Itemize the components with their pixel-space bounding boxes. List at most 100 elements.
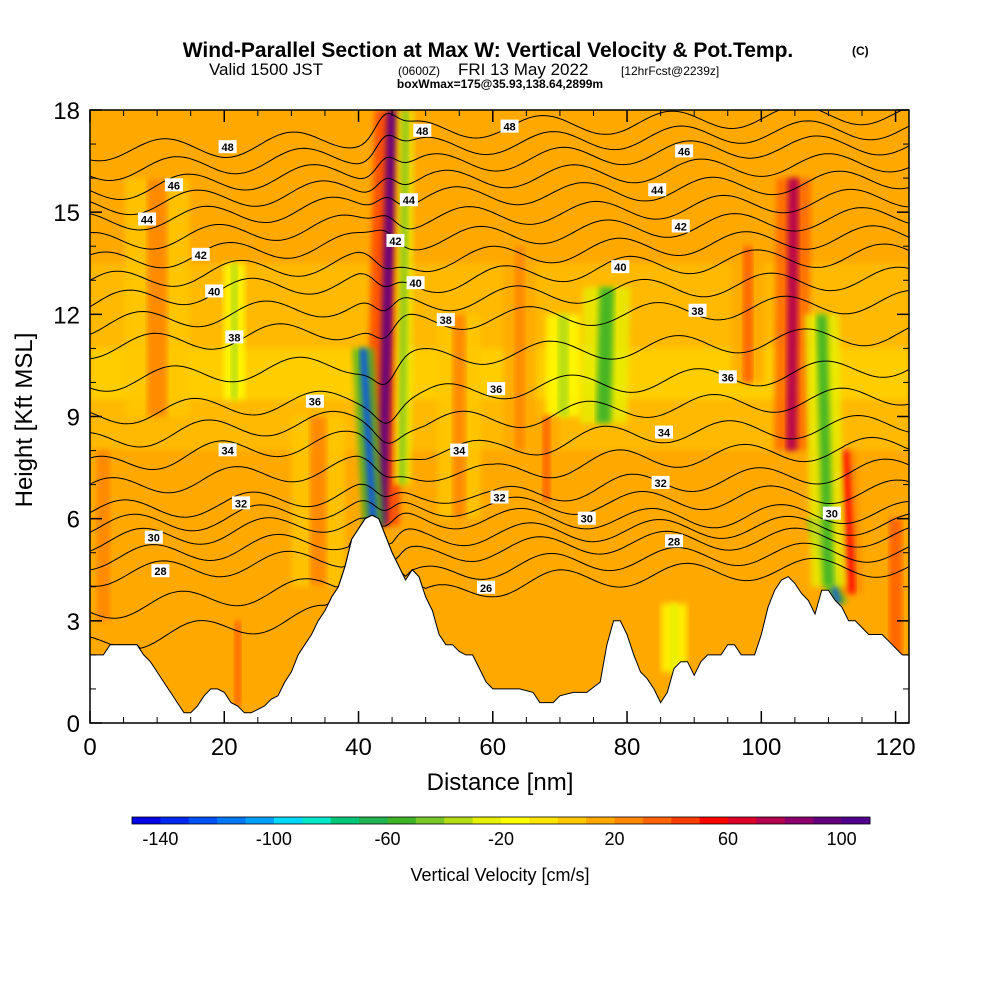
colorbar-tick-label: -100 xyxy=(256,829,292,849)
theta-contour-label: 34 xyxy=(654,425,673,440)
theta-label-box xyxy=(225,330,244,344)
theta-label-text: 42 xyxy=(389,236,401,248)
velocity-feature-core xyxy=(309,416,327,587)
theta-label-box xyxy=(205,284,224,298)
theta-label-text: 34 xyxy=(453,446,466,458)
subtitle-valid: Valid 1500 JST xyxy=(209,60,323,79)
theta-label-box xyxy=(651,475,670,489)
theta-contour-minor xyxy=(90,436,909,494)
theta-contour xyxy=(90,243,909,308)
theta-contour-label: 34 xyxy=(218,443,237,457)
theta-contour-label: 34 xyxy=(450,443,469,458)
theta-contour xyxy=(90,360,909,425)
theta-label-box xyxy=(675,144,694,158)
theta-label-text: 28 xyxy=(154,566,166,578)
theta-label-box xyxy=(477,580,496,594)
x-tick-label: 100 xyxy=(741,734,781,761)
theta-contour-label: 40 xyxy=(406,276,425,290)
velocity-feature-core xyxy=(542,416,551,502)
theta-contour-label: 40 xyxy=(205,284,224,299)
colorbar-swatch xyxy=(415,817,445,824)
theta-label-box xyxy=(665,534,684,548)
colorbar-swatch xyxy=(586,817,616,824)
theta-label-box xyxy=(436,313,455,327)
theta-contour-label: 32 xyxy=(490,490,509,505)
x-tick-label: 0 xyxy=(83,734,96,761)
theta-label-box xyxy=(218,140,237,154)
theta-contour-label: 28 xyxy=(665,534,684,548)
colorbar-ticks: -140 -100 -60 -20 20 60 100 xyxy=(142,829,856,849)
colorbar-swatch xyxy=(217,817,247,824)
theta-contour-label: 38 xyxy=(688,303,707,318)
theta-contour-label: 26 xyxy=(477,580,496,595)
theta-contour-minor xyxy=(90,225,909,287)
theta-contour-label: 36 xyxy=(718,370,737,384)
theta-contour-label: 38 xyxy=(436,313,455,327)
y-tick-label: 6 xyxy=(67,507,80,534)
theta-contour-label: 48 xyxy=(413,123,432,138)
velocity-feature-core xyxy=(888,518,903,655)
theta-label-box xyxy=(648,183,667,197)
theta-label-box xyxy=(611,260,630,274)
colorbar-swatch xyxy=(784,817,814,824)
theta-contour-label: 40 xyxy=(611,260,630,274)
theta-contour-label: 44 xyxy=(399,193,418,207)
x-axis-label: Distance [nm] xyxy=(427,769,574,796)
theta-label-box xyxy=(386,233,405,247)
theta-contour-label: 28 xyxy=(151,564,170,578)
theta-label-box xyxy=(450,443,469,457)
theta-label-box xyxy=(490,490,509,504)
colorbar-tick-label: -140 xyxy=(142,829,178,849)
theta-contour-label: 30 xyxy=(577,511,596,526)
theta-label-box xyxy=(305,394,324,408)
theta-contour-label: 44 xyxy=(138,212,157,226)
theta-label-text: 44 xyxy=(403,195,416,207)
theta-label-text: 38 xyxy=(440,315,452,327)
terrain xyxy=(90,514,909,723)
theta-label-text: 34 xyxy=(658,428,671,440)
y-tick-label: 12 xyxy=(53,302,80,329)
subtitle-fcst: [12hrFcst@2239z] xyxy=(621,64,719,78)
theta-contour xyxy=(90,514,909,649)
velocity-feature-core xyxy=(841,450,856,594)
theta-contour-label: 32 xyxy=(232,496,251,510)
theta-label-box xyxy=(688,303,707,317)
colorbar-swatch xyxy=(273,817,303,824)
chart-subtitle: Valid 1500 JST (0600Z) FRI 13 May 2022 [… xyxy=(209,60,719,79)
theta-contour xyxy=(90,170,909,231)
y-tick-label: 9 xyxy=(67,405,80,432)
theta-label-text: 42 xyxy=(195,250,207,262)
colorbar-swatch xyxy=(642,817,672,824)
theta-contour-minor xyxy=(90,327,909,392)
theta-label-box xyxy=(718,370,737,384)
theta-label-text: 42 xyxy=(675,221,687,233)
theta-contour-label: 46 xyxy=(675,144,694,158)
velocity-feature-core xyxy=(234,620,242,706)
velocity-feature-core xyxy=(452,314,466,519)
colorbar-swatch xyxy=(557,817,587,824)
chart-title-mark: (C) xyxy=(852,44,869,58)
theta-contour-minor xyxy=(90,188,909,250)
theta-contour-label: 44 xyxy=(648,183,667,197)
velocity-feature-core xyxy=(514,246,525,451)
colorbar xyxy=(131,816,871,825)
colorbar-swatch xyxy=(472,817,502,824)
theta-label-text: 44 xyxy=(141,214,154,226)
theta-label-text: 48 xyxy=(503,122,515,134)
subtitle-box: boxWmax=175@35.93,138.64,2899m xyxy=(397,77,603,91)
theta-label-box xyxy=(822,506,841,520)
colorbar-swatch xyxy=(188,817,218,824)
theta-label-text: 34 xyxy=(221,445,234,457)
theta-label-box xyxy=(232,496,251,510)
colorbar-tick-label: 100 xyxy=(827,829,857,849)
theta-contour-minor xyxy=(90,514,909,619)
colorbar-label: Vertical Velocity [cm/s] xyxy=(410,865,589,885)
colorbar-swatch xyxy=(756,817,786,824)
chart-title: Wind-Parallel Section at Max W: Vertical… xyxy=(183,39,794,62)
colorbar-frame xyxy=(131,816,871,825)
x-tick-label: 60 xyxy=(479,734,506,761)
theta-label-text: 30 xyxy=(826,509,838,521)
theta-label-text: 40 xyxy=(614,262,626,274)
theta-contour-label: 48 xyxy=(500,119,519,134)
colorbar-swatch xyxy=(529,817,559,824)
